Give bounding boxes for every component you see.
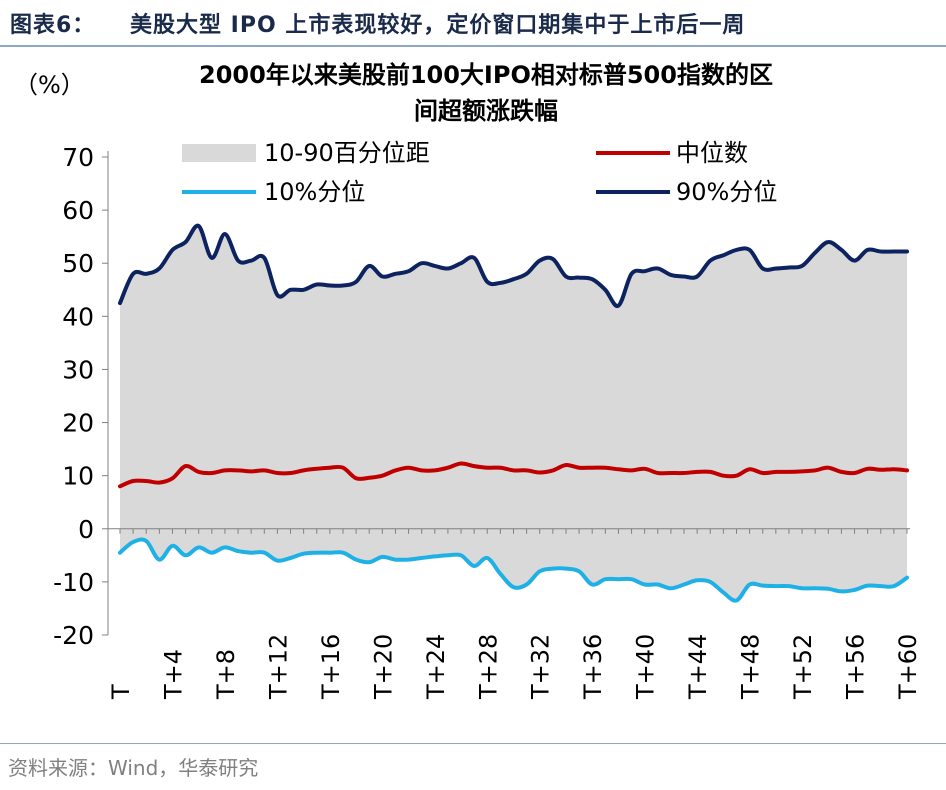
series-line-p10 bbox=[118, 537, 909, 603]
x-tick-label: T+4 bbox=[159, 649, 187, 700]
y-tick-label: 50 bbox=[62, 249, 94, 278]
figure-label: 图表6： bbox=[10, 13, 96, 38]
x-tick-label: T+12 bbox=[264, 634, 292, 700]
legend-p10-label: 10%分位 bbox=[264, 178, 365, 206]
y-tick-label: -10 bbox=[53, 568, 94, 597]
legend-band-label: 10-90百分位距 bbox=[264, 139, 430, 167]
figure-header: 图表6： 美股大型 IPO 上市表现较好，定价窗口期集中于上市后一周 bbox=[0, 0, 946, 44]
y-tick-label: 30 bbox=[62, 355, 94, 384]
y-tick-label: 20 bbox=[62, 409, 94, 438]
x-tick-label: T+8 bbox=[212, 649, 240, 700]
series-line-median bbox=[118, 461, 909, 489]
x-tick-label: T+16 bbox=[317, 634, 345, 700]
plot-area bbox=[118, 223, 909, 603]
x-tick-label: T+60 bbox=[894, 634, 922, 700]
x-tick-label: T+36 bbox=[579, 634, 607, 700]
figure-title: 美股大型 IPO 上市表现较好，定价窗口期集中于上市后一周 bbox=[130, 13, 746, 38]
legend-p90-label: 90%分位 bbox=[676, 178, 777, 206]
y-axis-unit: （%） bbox=[14, 71, 85, 99]
source-note: 资料来源：Wind，华泰研究 bbox=[8, 756, 259, 780]
y-tick-label: 40 bbox=[62, 302, 94, 331]
y-tick-label: 10 bbox=[62, 462, 94, 491]
x-tick-label: T+52 bbox=[789, 634, 817, 700]
y-tick-label: 60 bbox=[62, 196, 94, 225]
axes: 70 60 50 40 30 20 10 0 -10 -20 T T+4 T+8 T+12 T+16 T+20… bbox=[53, 143, 922, 700]
legend-band-swatch bbox=[182, 144, 256, 162]
y-tick-label: 0 bbox=[78, 515, 94, 544]
header-rule bbox=[0, 45, 946, 47]
x-tick-label: T+28 bbox=[474, 634, 502, 700]
x-tick-label: T+56 bbox=[842, 634, 870, 700]
legend-median-label: 中位数 bbox=[676, 139, 748, 167]
footer-rule bbox=[0, 743, 946, 744]
x-tick-label: T+40 bbox=[632, 634, 660, 700]
series-line-p90 bbox=[118, 223, 909, 308]
legend: 10-90百分位距 中位数 10%分位 90%分位 bbox=[182, 139, 777, 206]
x-tick-label: T+32 bbox=[527, 634, 555, 700]
x-tick-label: T+44 bbox=[684, 634, 712, 700]
x-tick-label: T+24 bbox=[422, 634, 450, 700]
x-tick-label: T+20 bbox=[369, 634, 397, 700]
x-tick-label: T bbox=[107, 684, 135, 700]
y-tick-label: -20 bbox=[53, 621, 94, 650]
chart-title-line-1: 2000年以来美股前100大IPO相对标普500指数的区 bbox=[199, 61, 773, 89]
chart: （%） 2000年以来美股前100大IPO相对标普500指数的区 间超额涨跌幅 … bbox=[14, 61, 922, 700]
band-10-90-area bbox=[120, 226, 907, 601]
chart-title-line-2: 间超额涨跌幅 bbox=[414, 97, 558, 125]
x-tick-label: T+48 bbox=[737, 634, 765, 700]
y-tick-label: 70 bbox=[62, 143, 94, 172]
